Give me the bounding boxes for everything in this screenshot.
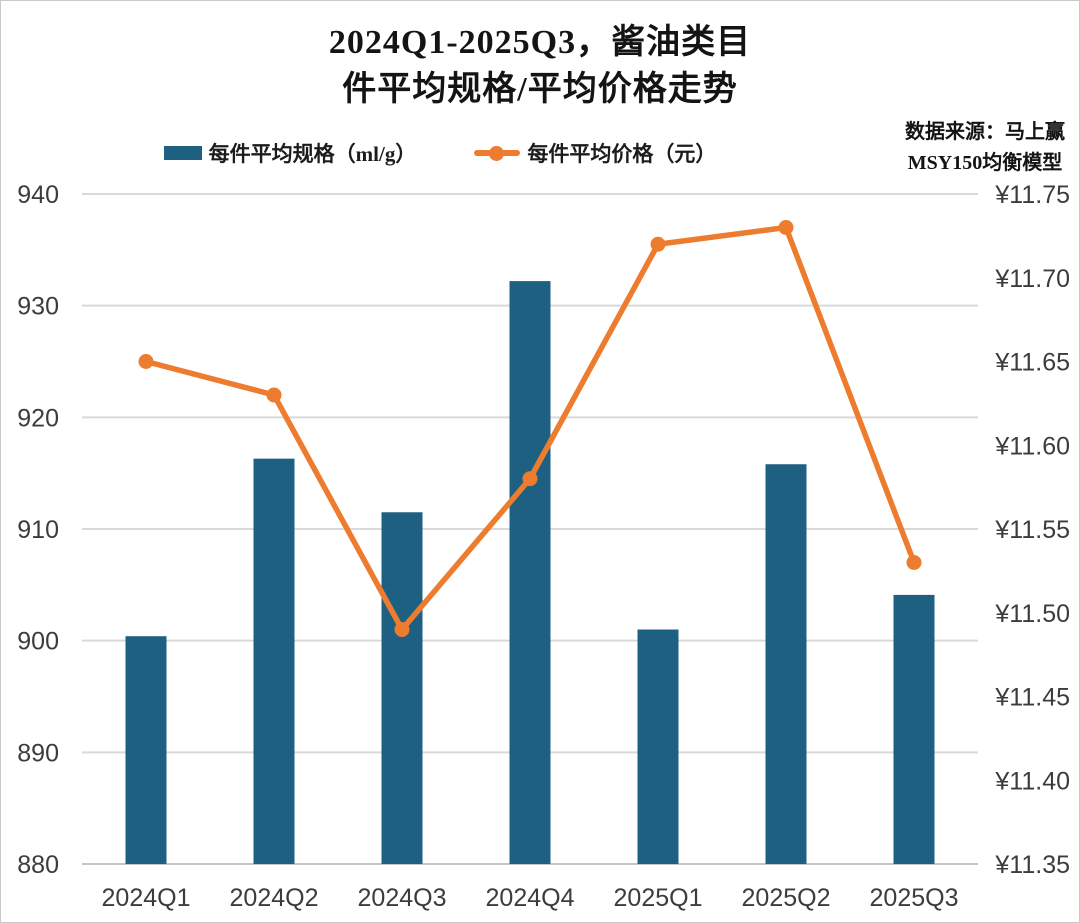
right-axis-tick-label: ¥11.70: [994, 265, 1070, 293]
right-axis-tick-label: ¥11.50: [994, 600, 1070, 628]
bar-2025Q1: [637, 629, 679, 864]
left-axis-tick-label: 910: [17, 516, 59, 544]
right-axis-tick-label: ¥11.35: [994, 851, 1070, 879]
data-source-line1: 数据来源：马上赢: [905, 121, 1065, 143]
legend-label-avg-price: 每件平均价格（元）: [527, 142, 717, 166]
left-axis-tick-label: 890: [17, 739, 59, 767]
right-axis-tick-label: ¥11.75: [994, 181, 1070, 209]
bar-2024Q1: [125, 636, 167, 864]
left-axis-tick-label: 880: [17, 851, 59, 879]
bar-2024Q3: [381, 512, 423, 864]
x-axis-label-2024Q2: 2024Q2: [230, 884, 319, 912]
left-axis-tick-label: 920: [17, 404, 59, 432]
x-axis-label-2025Q1: 2025Q1: [614, 884, 703, 912]
price-point-2025Q2: [778, 220, 794, 235]
price-point-2025Q1: [650, 236, 666, 252]
bar-swatch-icon: [163, 146, 202, 160]
price-point-2024Q1: [138, 354, 154, 369]
x-axis-label-2025Q2: 2025Q2: [742, 884, 831, 912]
price-point-2024Q4: [522, 471, 538, 487]
x-axis-label-2024Q3: 2024Q3: [358, 884, 447, 912]
line-swatch-icon: [474, 145, 521, 161]
legend-item-avg-spec: 每件平均规格（ml/g）: [163, 138, 417, 168]
chart-title-line1: 2024Q1-2025Q3，酱油类目: [328, 24, 752, 61]
bar-2025Q3: [893, 594, 935, 864]
x-axis-label-2024Q1: 2024Q1: [102, 884, 191, 912]
price-point-2024Q2: [266, 387, 282, 403]
left-axis-tick-label: 900: [17, 628, 59, 656]
legend: 每件平均规格（ml/g） 每件平均价格（元）: [1, 138, 879, 168]
price-point-2025Q3: [906, 555, 922, 570]
bar-2024Q4: [509, 281, 551, 865]
bar-2024Q2: [253, 458, 295, 864]
left-axis-tick-label: 930: [17, 293, 59, 321]
left-axis-tick-label: 940: [17, 181, 59, 209]
right-axis-tick-label: ¥11.60: [994, 432, 1070, 460]
right-axis-tick-label: ¥11.45: [994, 684, 1070, 712]
price-point-2024Q3: [394, 622, 410, 637]
right-axis-tick-label: ¥11.40: [994, 767, 1070, 795]
line-dot-icon: [489, 145, 505, 161]
data-source-line2: MSY150均衡模型: [907, 152, 1063, 174]
legend-label-avg-spec: 每件平均规格（ml/g）: [208, 142, 417, 166]
x-axis-label-2025Q3: 2025Q3: [870, 884, 959, 912]
chart-title: 2024Q1-2025Q3，酱油类目 件平均规格/平均价格走势: [1, 19, 1079, 113]
x-axis-label-2024Q4: 2024Q4: [486, 884, 575, 912]
legend-item-avg-price: 每件平均价格（元）: [474, 138, 716, 168]
chart-title-line2: 件平均规格/平均价格走势: [342, 71, 738, 108]
bar-2025Q2: [765, 464, 807, 864]
right-axis-tick-label: ¥11.55: [994, 516, 1070, 544]
right-axis-tick-label: ¥11.65: [994, 349, 1070, 377]
data-source-note: 数据来源：马上赢 MSY150均衡模型: [905, 117, 1065, 179]
